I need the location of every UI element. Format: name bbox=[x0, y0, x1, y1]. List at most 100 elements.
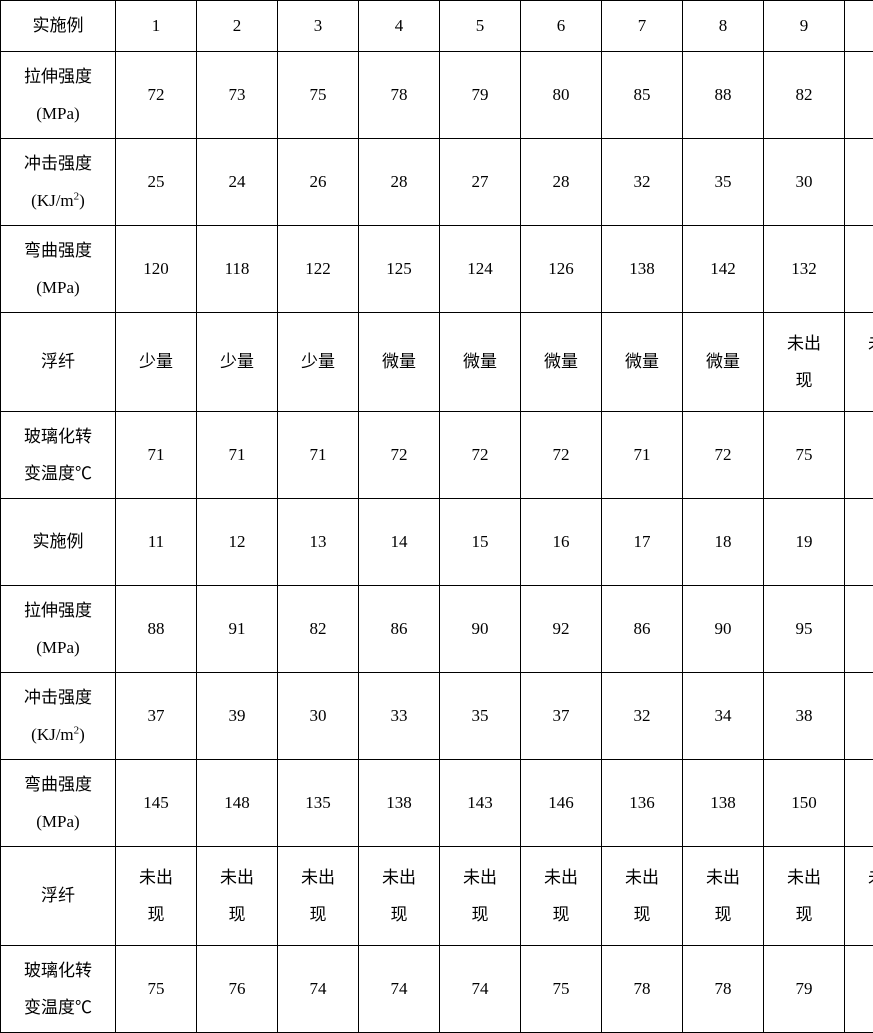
table-cell: 未出现 bbox=[845, 313, 873, 412]
table-cell: 72 bbox=[521, 412, 602, 499]
table-cell: 135 bbox=[845, 226, 873, 313]
table-cell: 5 bbox=[440, 1, 521, 52]
table-row: 冲击强度(KJ/m2)37393033353732343840 bbox=[1, 673, 873, 760]
row-header: 弯曲强度(MPa) bbox=[1, 760, 116, 847]
table-cell: 73 bbox=[197, 52, 278, 139]
row-header: 冲击强度(KJ/m2) bbox=[1, 673, 116, 760]
table-row: 冲击强度(KJ/m2)25242628272832353032 bbox=[1, 139, 873, 226]
table-cell: 11 bbox=[116, 499, 197, 586]
table-row: 弯曲强度(MPa)120118122125124126138142132135 bbox=[1, 226, 873, 313]
table-row: 弯曲强度(MPa)145148135138143146136138150154 bbox=[1, 760, 873, 847]
table-cell: 17 bbox=[602, 499, 683, 586]
table-cell: 76 bbox=[197, 946, 278, 1033]
table-cell: 80 bbox=[845, 946, 873, 1033]
table-cell: 72 bbox=[683, 412, 764, 499]
table-cell: 未出现 bbox=[278, 847, 359, 946]
table-cell: 少量 bbox=[278, 313, 359, 412]
table-cell: 142 bbox=[683, 226, 764, 313]
table-cell: 12 bbox=[197, 499, 278, 586]
table-cell: 80 bbox=[521, 52, 602, 139]
table-cell: 75 bbox=[278, 52, 359, 139]
table-cell: 33 bbox=[359, 673, 440, 760]
table-cell: 1 bbox=[116, 1, 197, 52]
data-table: 实施例12345678910拉伸强度(MPa)72737578798085888… bbox=[0, 0, 873, 1033]
table-cell: 118 bbox=[197, 226, 278, 313]
table-cell: 14 bbox=[359, 499, 440, 586]
table-row: 拉伸强度(MPa)72737578798085888285 bbox=[1, 52, 873, 139]
table-cell: 35 bbox=[683, 139, 764, 226]
row-header: 玻璃化转变温度℃ bbox=[1, 946, 116, 1033]
table-row: 玻璃化转变温度℃71717172727271727576 bbox=[1, 412, 873, 499]
table-cell: 未出现 bbox=[440, 847, 521, 946]
table-cell: 未出现 bbox=[359, 847, 440, 946]
table-cell: 40 bbox=[845, 673, 873, 760]
table-cell: 125 bbox=[359, 226, 440, 313]
table-cell: 2 bbox=[197, 1, 278, 52]
table-cell: 24 bbox=[197, 139, 278, 226]
table-cell: 37 bbox=[521, 673, 602, 760]
table-row: 浮纤未出现未出现未出现未出现未出现未出现未出现未出现未出现未出现 bbox=[1, 847, 873, 946]
table-cell: 75 bbox=[521, 946, 602, 1033]
table-cell: 74 bbox=[278, 946, 359, 1033]
table-cell: 95 bbox=[764, 586, 845, 673]
table-row: 浮纤少量少量少量微量微量微量微量微量未出现未出现 bbox=[1, 313, 873, 412]
table-cell: 3 bbox=[278, 1, 359, 52]
table-cell: 76 bbox=[845, 412, 873, 499]
table-cell: 145 bbox=[116, 760, 197, 847]
table-cell: 79 bbox=[440, 52, 521, 139]
table-cell: 35 bbox=[440, 673, 521, 760]
row-header: 浮纤 bbox=[1, 847, 116, 946]
table-cell: 微量 bbox=[521, 313, 602, 412]
table-cell: 26 bbox=[278, 139, 359, 226]
table-cell: 未出现 bbox=[845, 847, 873, 946]
table-cell: 138 bbox=[359, 760, 440, 847]
table-cell: 138 bbox=[683, 760, 764, 847]
table-cell: 143 bbox=[440, 760, 521, 847]
row-header: 弯曲强度(MPa) bbox=[1, 226, 116, 313]
table-cell: 微量 bbox=[683, 313, 764, 412]
table-cell: 150 bbox=[764, 760, 845, 847]
table-cell: 38 bbox=[764, 673, 845, 760]
table-container: 实施例12345678910拉伸强度(MPa)72737578798085888… bbox=[0, 0, 873, 1033]
table-cell: 微量 bbox=[602, 313, 683, 412]
table-cell: 78 bbox=[602, 946, 683, 1033]
table-cell: 135 bbox=[278, 760, 359, 847]
table-cell: 86 bbox=[359, 586, 440, 673]
table-cell: 92 bbox=[521, 586, 602, 673]
row-header: 拉伸强度(MPa) bbox=[1, 52, 116, 139]
table-cell: 124 bbox=[440, 226, 521, 313]
table-cell: 32 bbox=[602, 139, 683, 226]
table-row: 实施例11121314151617181920 bbox=[1, 499, 873, 586]
table-cell: 82 bbox=[278, 586, 359, 673]
table-cell: 88 bbox=[116, 586, 197, 673]
table-cell: 32 bbox=[602, 673, 683, 760]
row-header: 浮纤 bbox=[1, 313, 116, 412]
table-cell: 120 bbox=[116, 226, 197, 313]
table-cell: 30 bbox=[278, 673, 359, 760]
table-cell: 未出现 bbox=[116, 847, 197, 946]
table-cell: 154 bbox=[845, 760, 873, 847]
table-cell: 71 bbox=[278, 412, 359, 499]
table-cell: 未出现 bbox=[764, 313, 845, 412]
table-cell: 146 bbox=[521, 760, 602, 847]
table-cell: 32 bbox=[845, 139, 873, 226]
table-cell: 18 bbox=[683, 499, 764, 586]
table-cell: 72 bbox=[359, 412, 440, 499]
table-cell: 74 bbox=[440, 946, 521, 1033]
table-cell: 未出现 bbox=[764, 847, 845, 946]
table-row: 玻璃化转变温度℃75767474747578787980 bbox=[1, 946, 873, 1033]
table-cell: 82 bbox=[764, 52, 845, 139]
table-cell: 136 bbox=[602, 760, 683, 847]
table-cell: 6 bbox=[521, 1, 602, 52]
table-cell: 72 bbox=[116, 52, 197, 139]
table-cell: 126 bbox=[521, 226, 602, 313]
row-header: 实施例 bbox=[1, 499, 116, 586]
table-cell: 未出现 bbox=[197, 847, 278, 946]
table-cell: 7 bbox=[602, 1, 683, 52]
table-cell: 138 bbox=[602, 226, 683, 313]
row-header: 冲击强度(KJ/m2) bbox=[1, 139, 116, 226]
table-cell: 132 bbox=[764, 226, 845, 313]
table-cell: 30 bbox=[764, 139, 845, 226]
table-cell: 98 bbox=[845, 586, 873, 673]
table-cell: 39 bbox=[197, 673, 278, 760]
